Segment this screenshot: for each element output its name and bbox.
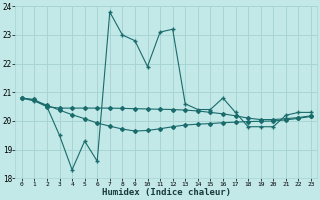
X-axis label: Humidex (Indice chaleur): Humidex (Indice chaleur) — [102, 188, 231, 197]
